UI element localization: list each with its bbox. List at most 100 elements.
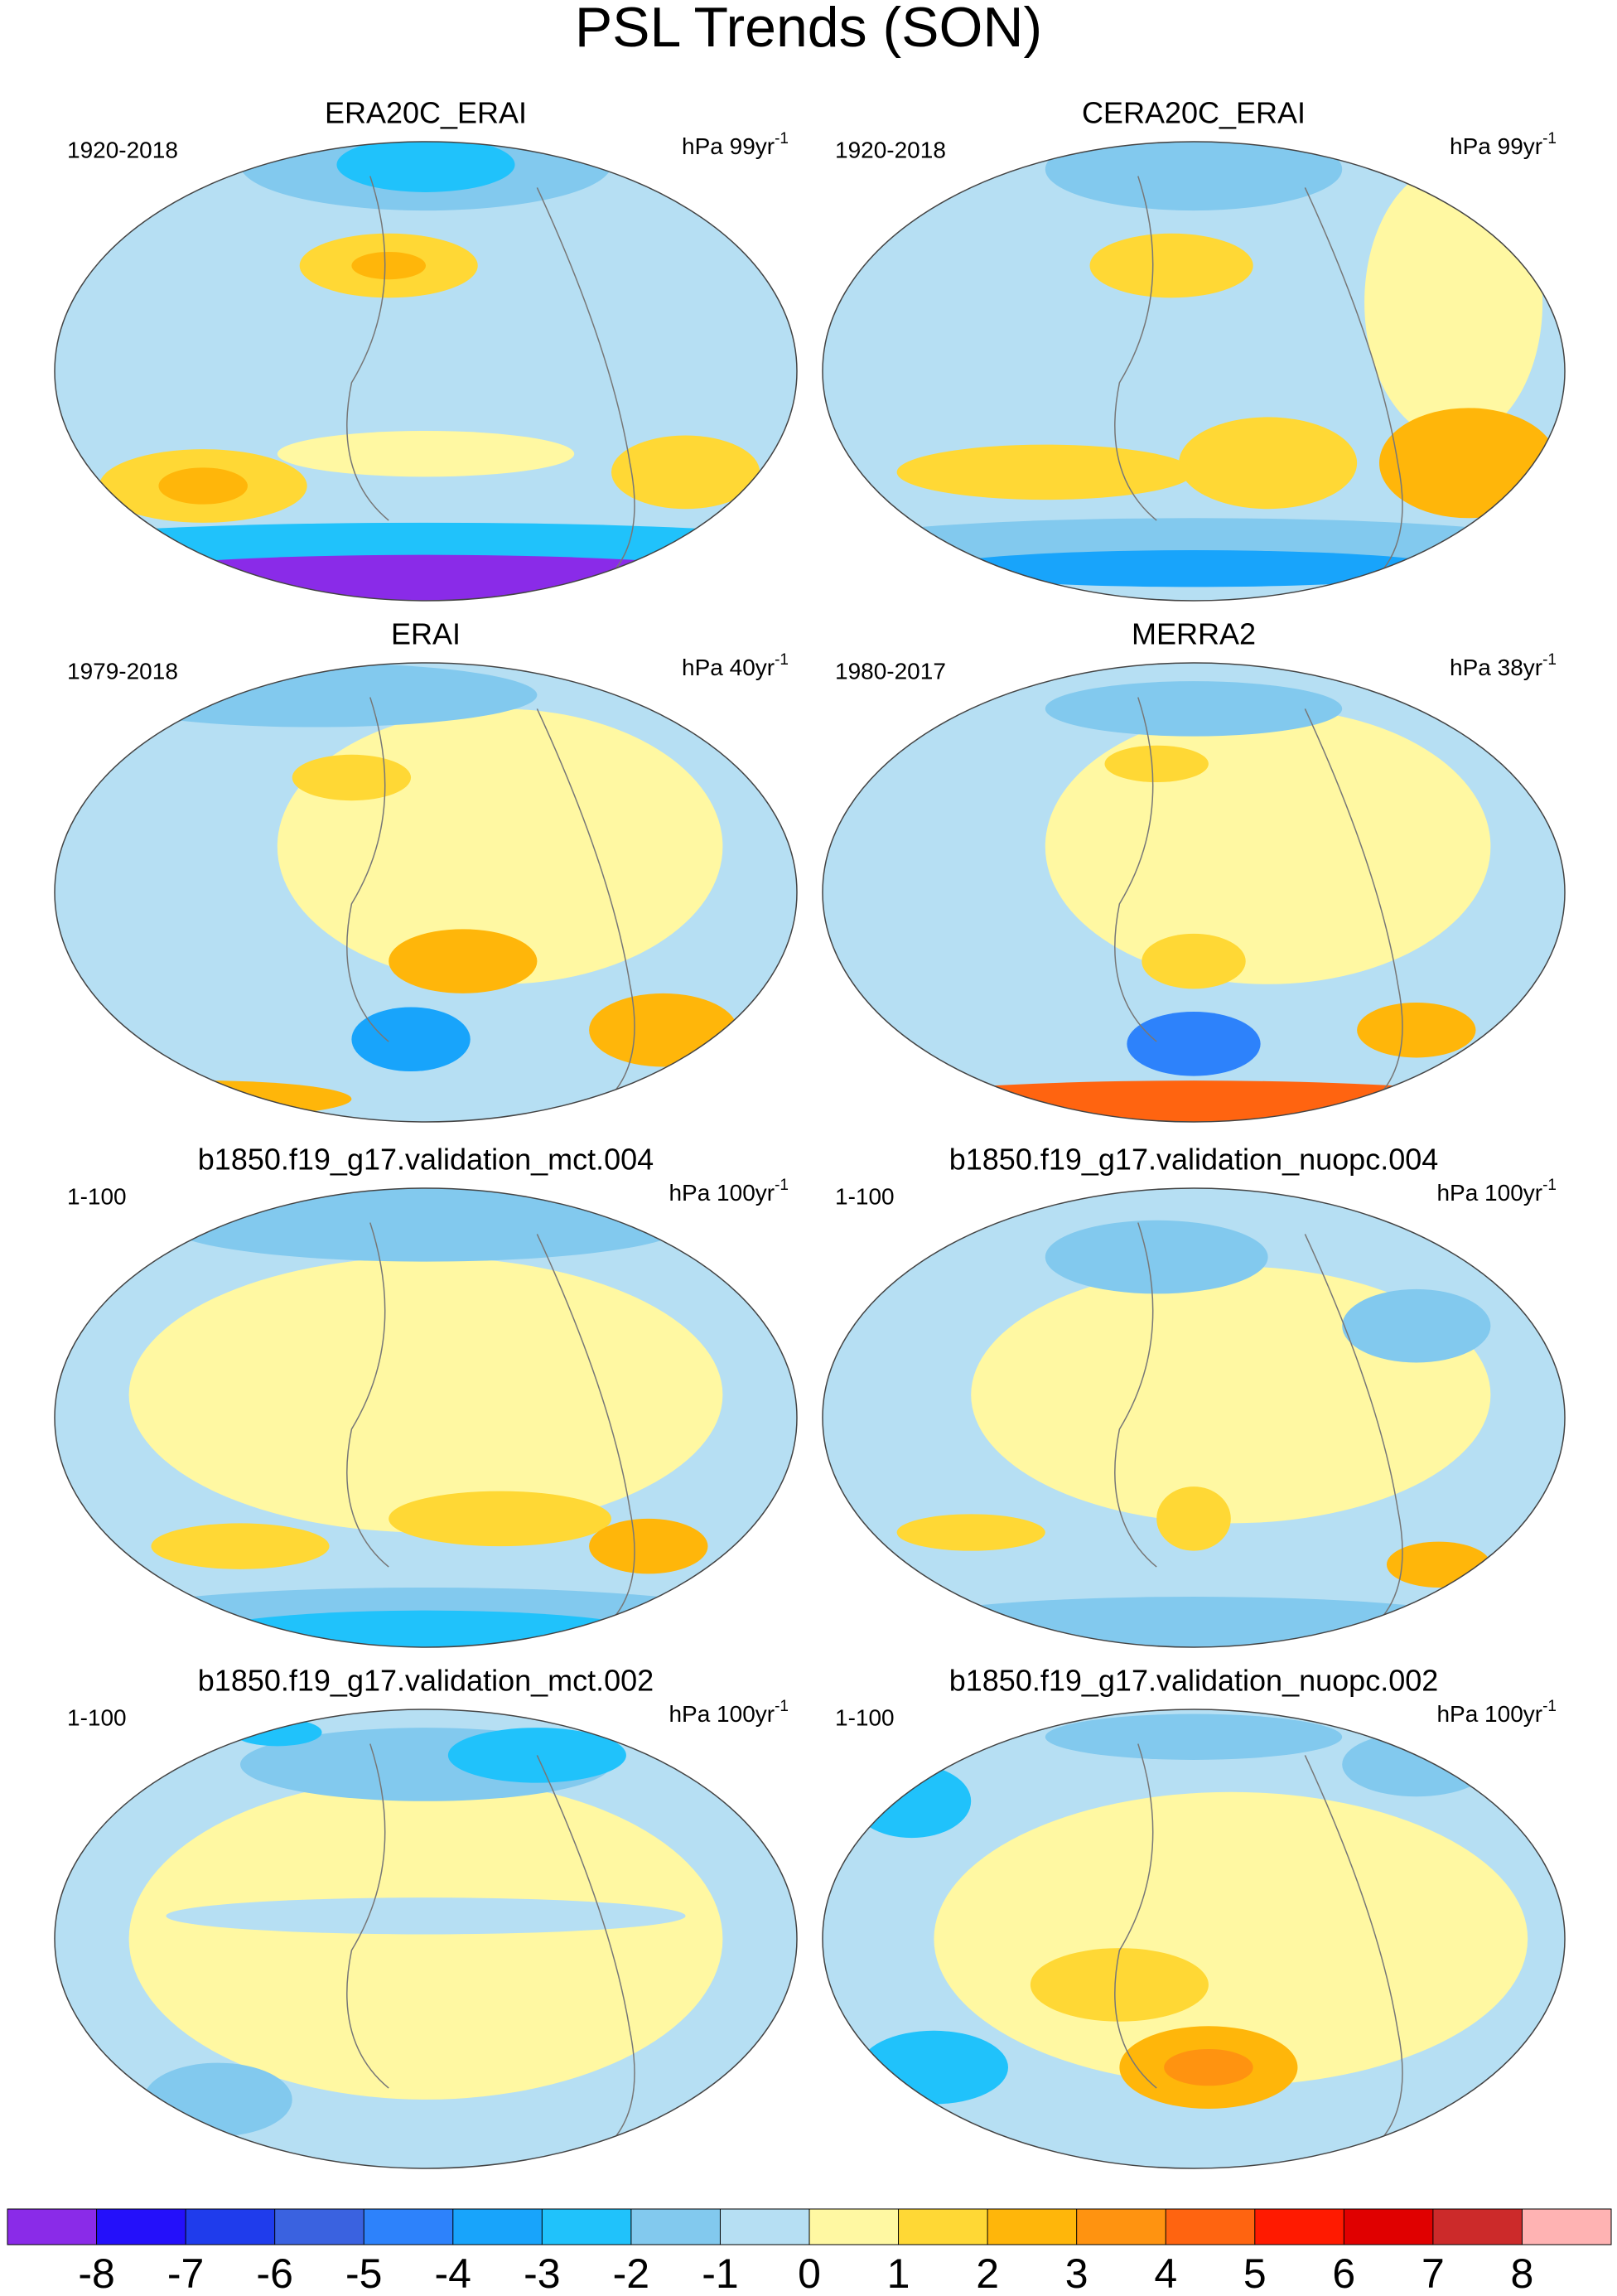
map-contour xyxy=(1357,1002,1476,1058)
colorbar-label: 5 xyxy=(1243,2250,1267,2296)
map-contour xyxy=(143,2062,292,2137)
map-contour xyxy=(1045,142,1343,211)
panel-units: hPa 100yr-1 xyxy=(669,1698,789,1727)
map-contour xyxy=(233,1718,322,1747)
map-panel xyxy=(823,142,1565,601)
colorbar-box xyxy=(1254,2209,1344,2245)
map-panel xyxy=(55,1709,797,2168)
panel-period: 1-100 xyxy=(835,1704,895,1730)
map-contour xyxy=(55,1080,352,1118)
panel-title: MERRA2 xyxy=(1132,617,1256,651)
units-text: hPa 100yr xyxy=(1436,1701,1542,1727)
map-panel xyxy=(55,1188,797,1647)
colorbar-box xyxy=(1166,2209,1255,2245)
colorbar-box xyxy=(274,2209,364,2245)
colorbar-label: 3 xyxy=(1065,2250,1088,2296)
map-contour xyxy=(1156,1486,1231,1551)
units-exponent: -1 xyxy=(775,130,789,147)
map-contour xyxy=(1030,1948,1209,2022)
map-contour xyxy=(389,1491,611,1547)
panel-period: 1980-2017 xyxy=(835,658,946,684)
colorbar-label: 2 xyxy=(976,2250,999,2296)
map-contour xyxy=(1089,233,1253,298)
units-text: hPa 99yr xyxy=(1450,133,1542,159)
map-contour xyxy=(351,1007,471,1072)
map-contour xyxy=(859,2030,1008,2105)
map-contour xyxy=(166,1897,686,1935)
panel-units: hPa 100yr-1 xyxy=(1436,1177,1557,1206)
panel-units: hPa 99yr-1 xyxy=(1450,130,1557,159)
colorbar-box xyxy=(96,2209,186,2245)
map-contour xyxy=(1045,1220,1268,1294)
colorbar-label: -4 xyxy=(435,2250,471,2296)
panel-units: hPa 100yr-1 xyxy=(669,1177,789,1206)
colorbar-label: -8 xyxy=(78,2250,114,2296)
units-exponent: -1 xyxy=(1542,130,1557,147)
coastline xyxy=(1114,697,1403,1111)
colorbar-label: -7 xyxy=(167,2250,204,2296)
panel-period: 1-100 xyxy=(67,1183,127,1209)
map-contour xyxy=(823,1080,1565,1122)
colorbar-box xyxy=(630,2209,721,2245)
coastline xyxy=(346,697,635,1111)
map-contour xyxy=(1104,745,1209,783)
colorbar-label: 6 xyxy=(1332,2250,1355,2296)
colorbar-label: 1 xyxy=(887,2250,910,2296)
map-contour xyxy=(1045,681,1343,737)
map-contour xyxy=(128,1257,723,1533)
colorbar-label: -1 xyxy=(702,2250,738,2296)
colorbar-box xyxy=(720,2209,809,2245)
units-text: hPa 38yr xyxy=(1450,655,1542,680)
panel-title: b1850.f19_g17.validation_nuopc.002 xyxy=(949,1664,1439,1698)
map-contour xyxy=(589,993,738,1067)
coastline xyxy=(1114,1222,1403,1636)
units-text: hPa 40yr xyxy=(682,655,775,680)
units-text: hPa 99yr xyxy=(682,133,775,159)
units-exponent: -1 xyxy=(1542,651,1557,669)
panel-title: ERAI xyxy=(391,617,461,651)
panel-title: CERA20C_ERAI xyxy=(1082,96,1306,130)
map-contour xyxy=(611,435,760,510)
units-text: hPa 100yr xyxy=(1436,1180,1542,1206)
units-exponent: -1 xyxy=(775,1698,789,1715)
colorbar-label: -3 xyxy=(524,2250,560,2296)
panel-period: 1920-2018 xyxy=(67,137,178,162)
panel-period: 1-100 xyxy=(67,1704,127,1730)
map-border xyxy=(54,141,798,602)
colorbar-box xyxy=(898,2209,988,2245)
panel-units: hPa 40yr-1 xyxy=(682,651,789,680)
coastline xyxy=(346,1743,635,2158)
map-panel xyxy=(55,663,797,1122)
map-contour xyxy=(589,1518,708,1574)
map-panel xyxy=(823,1709,1565,2168)
colorbar-box xyxy=(987,2209,1077,2245)
map-contour xyxy=(1179,417,1358,510)
units-exponent: -1 xyxy=(775,651,789,669)
colorbar-box xyxy=(1522,2209,1611,2245)
map-contour xyxy=(389,929,538,993)
map-border xyxy=(822,1709,1566,2169)
panel-period: 1-100 xyxy=(835,1183,895,1209)
map-panel xyxy=(55,142,797,601)
map-contour xyxy=(151,1523,330,1569)
coastline xyxy=(1114,176,1403,590)
map-contour xyxy=(896,1597,1491,1647)
colorbar-box xyxy=(1432,2209,1523,2245)
figure-title: PSL Trends (SON) xyxy=(575,0,1042,59)
panel-title: b1850.f19_g17.validation_nuopc.004 xyxy=(949,1143,1439,1177)
coastline xyxy=(1114,1743,1403,2158)
map-contour xyxy=(1142,933,1246,989)
colorbar-label: 7 xyxy=(1422,2250,1445,2296)
map-contour xyxy=(292,754,412,801)
colorbar-label: -2 xyxy=(613,2250,649,2296)
panel-units: hPa 99yr-1 xyxy=(682,130,789,159)
map-border xyxy=(54,662,798,1123)
units-exponent: -1 xyxy=(1542,1698,1557,1715)
map-panel xyxy=(823,663,1565,1122)
panel-units: hPa 38yr-1 xyxy=(1450,651,1557,680)
units-text: hPa 100yr xyxy=(669,1701,775,1727)
panel-period: 1979-2018 xyxy=(67,658,178,684)
colorbar-label: 4 xyxy=(1154,2250,1177,2296)
